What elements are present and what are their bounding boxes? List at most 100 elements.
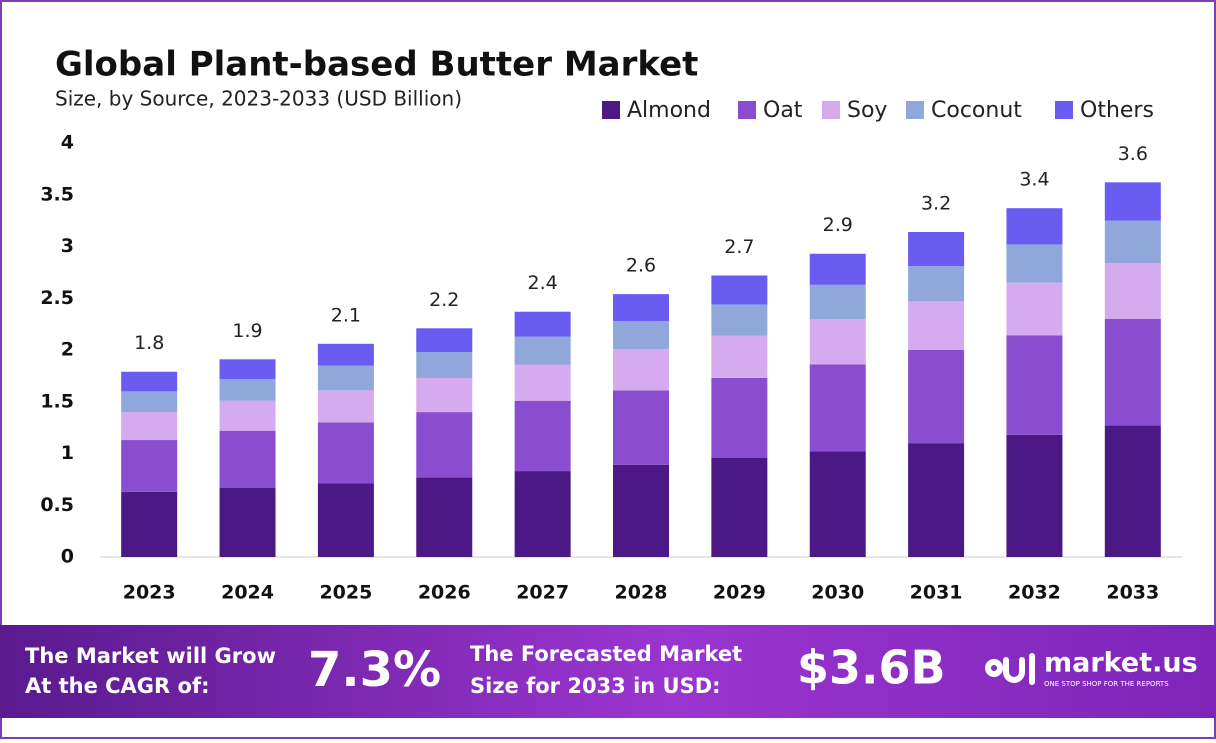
total-label: 2.1 [331, 304, 361, 326]
bar-segment [317, 390, 374, 423]
y-tick-label: 0 [61, 546, 74, 568]
bar-segment [809, 364, 866, 452]
bar-segment [219, 400, 276, 431]
legend-label: Coconut [931, 98, 1022, 123]
brand: market.us [1044, 648, 1198, 679]
x-tick-label: 2027 [516, 582, 569, 604]
legend-label: Soy [847, 98, 887, 123]
bar-segment [711, 377, 768, 458]
bar-segment [416, 377, 473, 413]
total-label: 2.6 [626, 255, 656, 277]
y-tick-label: 1 [61, 442, 74, 464]
total-label: 3.6 [1118, 143, 1148, 165]
bar-segment [121, 440, 178, 492]
footer-size: $3.6B [797, 641, 946, 695]
bar-segment [711, 335, 768, 378]
bar-segment [317, 343, 374, 366]
legend: Almond Oat Soy Coconut Others [602, 98, 1154, 123]
bar-segment [514, 311, 571, 337]
bar-segment [416, 352, 473, 378]
y-tick-label: 4 [61, 132, 74, 154]
bar-segment [514, 364, 571, 401]
bar-segment [613, 294, 669, 322]
tagline: ONE STOP SHOP FOR THE REPORTS [1044, 680, 1169, 688]
x-tick-label: 2023 [123, 582, 176, 604]
bar-segment [711, 304, 768, 336]
total-label: 3.4 [1019, 169, 1049, 191]
legend-label: Others [1080, 98, 1154, 123]
bar-segment [416, 477, 473, 557]
bar-segment [1104, 182, 1161, 221]
footer-cagr: 7.3% [308, 642, 441, 698]
bar-segment [908, 301, 965, 350]
chart-title: Global Plant-based Butter Market [55, 45, 698, 85]
x-tick-label: 2028 [615, 582, 668, 604]
bar-segment [514, 400, 571, 472]
legend-swatch [602, 101, 620, 119]
bar-segment [908, 232, 965, 267]
bar-segment [809, 284, 866, 319]
total-label: 2.2 [429, 289, 459, 311]
x-tick-label: 2033 [1106, 582, 1159, 604]
bar-segment [416, 412, 473, 478]
total-label: 2.7 [724, 236, 754, 258]
x-tick-label: 2031 [910, 582, 963, 604]
bar-segment [613, 464, 669, 557]
bar-segment [809, 318, 866, 365]
bar-segment [1006, 335, 1063, 435]
bar-segment [908, 443, 965, 557]
brand-logo [985, 653, 1035, 685]
footer-text: The Forecasted Market [470, 642, 742, 666]
total-label: 2.4 [528, 272, 558, 294]
legend-label: Oat [763, 98, 803, 123]
total-label: 1.8 [134, 332, 164, 354]
bar-segment [121, 491, 178, 557]
bar-segment [613, 348, 669, 391]
y-tick-label: 0.5 [40, 494, 74, 516]
footer-text: Size for 2033 in USD: [470, 674, 721, 698]
y-tick-label: 3.5 [40, 183, 74, 205]
bar-segment [219, 359, 276, 379]
bar-segment [908, 266, 965, 302]
footer-text: At the CAGR of: [25, 674, 210, 698]
footer-text: The Market will Grow [25, 644, 276, 668]
x-tick-label: 2029 [713, 582, 766, 604]
legend-swatch [906, 101, 924, 119]
x-tick-label: 2026 [418, 582, 471, 604]
bar-segment [219, 430, 276, 488]
x-tick-label: 2024 [221, 582, 274, 604]
bar-segment [809, 451, 866, 557]
bar-segment [121, 371, 178, 392]
legend-swatch [738, 101, 756, 119]
bar-segment [219, 378, 276, 401]
bar-segment [1006, 208, 1063, 245]
bar-segment [1104, 263, 1161, 319]
bar-segment [416, 328, 473, 353]
bar-segment [219, 487, 276, 557]
total-label: 1.9 [232, 320, 262, 342]
bar-segment [711, 457, 768, 557]
footer-band [0, 625, 1216, 718]
legend-swatch [822, 101, 840, 119]
y-tick-label: 3 [61, 235, 74, 257]
bar-segment [121, 391, 178, 413]
x-tick-label: 2032 [1008, 582, 1061, 604]
total-label: 2.9 [823, 214, 853, 236]
y-tick-label: 2.5 [40, 287, 74, 309]
bar-segment [317, 365, 374, 391]
bar-segment [317, 422, 374, 484]
bar-segment [1006, 282, 1063, 336]
bar-segment [317, 483, 374, 557]
bar-segment [514, 471, 571, 557]
bar-segment [514, 336, 571, 365]
x-tick-label: 2025 [319, 582, 372, 604]
bar-segment [1104, 220, 1161, 264]
bar-segment [1006, 434, 1063, 557]
bar-segment [711, 275, 768, 305]
bar-segment [908, 350, 965, 444]
y-tick-label: 2 [61, 339, 74, 361]
total-label: 3.2 [921, 193, 951, 215]
x-tick-label: 2030 [811, 582, 864, 604]
bar-segment [1006, 244, 1063, 283]
